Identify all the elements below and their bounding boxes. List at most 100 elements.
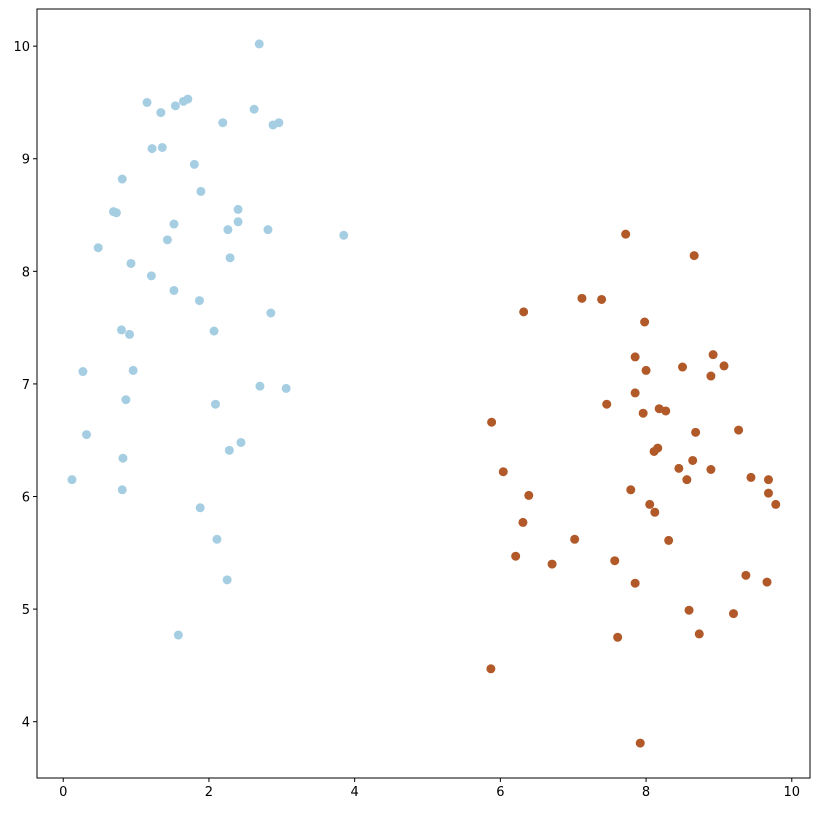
point — [706, 371, 716, 381]
point — [689, 251, 699, 261]
point — [641, 365, 651, 375]
point — [196, 186, 206, 196]
point — [111, 208, 121, 218]
point — [706, 464, 716, 474]
x-tick-label: 2 — [205, 785, 213, 800]
point — [147, 144, 157, 154]
point — [255, 381, 265, 391]
point — [762, 577, 772, 587]
point — [125, 329, 135, 339]
point — [630, 352, 640, 362]
point — [486, 664, 496, 674]
y-tick-label: 5 — [22, 603, 30, 618]
point — [156, 108, 166, 118]
point — [719, 361, 729, 371]
point — [162, 235, 172, 245]
point — [691, 427, 701, 437]
point — [173, 630, 183, 640]
point — [518, 517, 528, 527]
y-tick-label: 9 — [22, 153, 30, 168]
point — [117, 174, 127, 184]
point — [195, 503, 205, 513]
point — [610, 556, 620, 566]
point — [121, 395, 131, 405]
point — [640, 317, 650, 327]
point — [630, 388, 640, 398]
point — [117, 485, 127, 495]
plot-frame — [36, 8, 811, 779]
point — [209, 326, 219, 336]
point — [142, 97, 152, 107]
point — [674, 463, 684, 473]
point — [183, 94, 193, 104]
y-tick-label: 8 — [22, 265, 30, 280]
point — [645, 499, 655, 509]
point — [597, 294, 607, 304]
point — [224, 445, 234, 455]
point — [708, 350, 718, 360]
point — [664, 535, 674, 545]
point — [93, 243, 103, 253]
x-tick-label: 6 — [496, 785, 504, 800]
point — [146, 271, 156, 281]
point — [236, 437, 246, 447]
y-tick-label: 4 — [22, 716, 30, 731]
point — [638, 408, 648, 418]
point — [118, 453, 128, 463]
point — [189, 159, 199, 169]
point — [763, 488, 773, 498]
point — [223, 225, 233, 235]
point — [233, 217, 243, 227]
point — [281, 383, 291, 393]
point — [729, 609, 739, 619]
point — [511, 551, 521, 561]
point — [487, 417, 497, 427]
point — [734, 425, 744, 435]
x-tick-label: 0 — [59, 785, 67, 800]
point — [339, 230, 349, 240]
point — [635, 738, 645, 748]
point — [763, 475, 773, 485]
point — [225, 253, 235, 263]
x-tick-label: 4 — [351, 785, 359, 800]
point — [626, 485, 636, 495]
x-tick-label: 10 — [784, 785, 801, 800]
y-tick-label: 10 — [13, 40, 30, 55]
point — [170, 101, 180, 111]
point — [498, 467, 508, 477]
point — [746, 472, 756, 482]
point — [194, 296, 204, 306]
point — [621, 229, 631, 239]
point — [688, 455, 698, 465]
point — [169, 285, 179, 295]
point — [128, 365, 138, 375]
point — [126, 258, 136, 268]
point — [602, 399, 612, 409]
point — [519, 307, 529, 317]
point — [630, 578, 640, 588]
point — [263, 225, 273, 235]
point — [684, 605, 694, 615]
x-tick-label: 8 — [642, 785, 650, 800]
point — [570, 534, 580, 544]
y-tick-label: 6 — [22, 491, 30, 506]
point — [249, 104, 259, 114]
point — [649, 446, 659, 456]
point — [650, 507, 660, 517]
point — [694, 629, 704, 639]
point — [661, 406, 671, 416]
point — [78, 367, 88, 377]
point — [218, 118, 228, 128]
point — [157, 142, 167, 152]
point — [212, 534, 222, 544]
point — [613, 632, 623, 642]
point — [82, 430, 92, 440]
point — [524, 490, 534, 500]
point — [547, 559, 557, 569]
point — [274, 118, 284, 128]
point — [266, 308, 276, 318]
point — [67, 475, 77, 485]
point — [741, 570, 751, 580]
point — [169, 219, 179, 229]
